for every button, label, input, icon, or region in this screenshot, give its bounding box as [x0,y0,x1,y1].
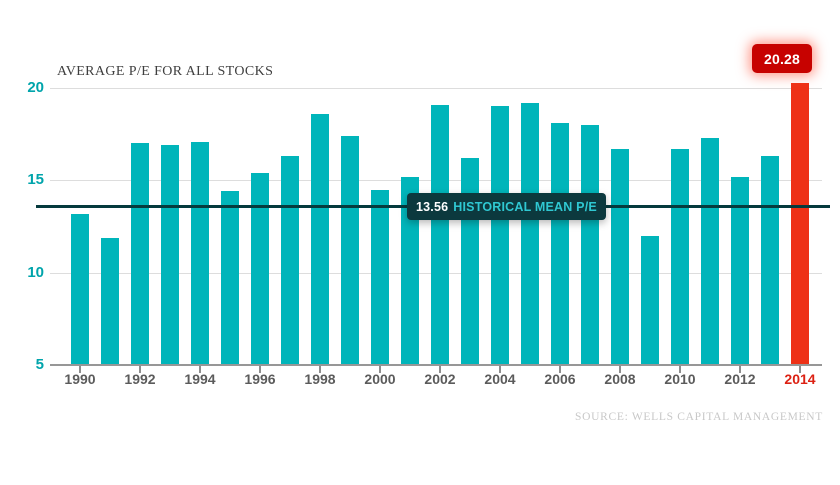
x-tick-label-2004: 2004 [484,371,516,387]
chart-title: AVERAGE P/E FOR ALL STOCKS [57,64,274,79]
x-tick-1992 [139,366,141,373]
y-tick-label-5: 5 [35,356,44,373]
bar-2004 [491,106,509,365]
bar-1991 [101,237,119,365]
bar-1994 [191,141,209,365]
y-tick-label-20: 20 [27,79,44,96]
bar-1992 [131,143,149,365]
bar-2007 [581,124,599,365]
bar-1997 [281,156,299,365]
x-tick-label-2008: 2008 [604,371,636,387]
bar-2013 [761,156,779,365]
y-tick-label-10: 10 [27,264,44,281]
x-tick-2006 [559,366,561,373]
x-tick-label-1998: 1998 [304,371,336,387]
x-tick-label-1990: 1990 [64,371,96,387]
x-tick-2012 [739,366,741,373]
bar-1998 [311,113,329,365]
historical-mean-value: 13.56 [416,199,449,214]
bar-2006 [551,123,569,365]
bar-2009 [641,235,659,365]
bar-1993 [161,145,179,365]
x-tick-label-2000: 2000 [364,371,396,387]
x-tick-2010 [679,366,681,373]
x-tick-label-1994: 1994 [184,371,216,387]
x-tick-2004 [499,366,501,373]
bar-2012 [731,176,749,365]
bar-2002 [431,104,449,365]
bar-1999 [341,136,359,365]
bar-2008 [611,148,629,365]
bar-2010 [671,148,689,365]
x-tick-2014 [799,366,801,373]
historical-mean-callout: 13.56 HISTORICAL MEAN P/E [407,193,606,220]
x-tick-1998 [319,366,321,373]
x-tick-label-2014: 2014 [784,371,816,387]
x-tick-1996 [259,366,261,373]
x-tick-label-2006: 2006 [544,371,576,387]
bar-1995 [221,191,239,365]
source-note: SOURCE: WELLS CAPITAL MANAGEMENT [575,411,823,423]
x-tick-label-1992: 1992 [124,371,156,387]
bar-2001 [401,176,419,365]
historical-mean-text: HISTORICAL MEAN P/E [453,199,597,214]
bar-2000 [371,189,389,365]
gridline-20 [50,88,822,89]
bar-2003 [461,158,479,365]
x-tick-2008 [619,366,621,373]
x-tick-2000 [379,366,381,373]
x-tick-label-2012: 2012 [724,371,756,387]
x-tick-label-2010: 2010 [664,371,696,387]
bar-2014 [791,82,809,365]
bar-1996 [251,172,269,365]
bar-2005 [521,102,539,365]
x-tick-1994 [199,366,201,373]
bar-2011 [701,137,719,365]
highlight-value-badge: 20.28 [752,44,812,73]
x-tick-1990 [79,366,81,373]
x-tick-2002 [439,366,441,373]
x-axis-line [50,364,822,366]
x-tick-label-2002: 2002 [424,371,456,387]
bar-1990 [71,213,89,365]
y-tick-label-15: 15 [27,171,44,188]
x-tick-label-1996: 1996 [244,371,276,387]
